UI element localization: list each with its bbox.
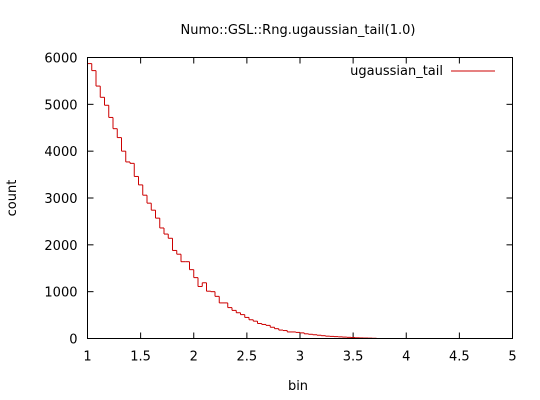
y-tick-label: 6000 [44,52,77,67]
x-tick-label: 3 [296,350,304,365]
x-tick-label: 3.5 [343,350,364,365]
series-ugaussian_tail [87,63,381,339]
ticks-layer: 1 1.5 2 2.5 3 3.5 4 4.5 5 0 1000 2000 3000 4000 5000 60… [44,52,516,365]
chart-title: Numo::GSL::Rng.ugaussian_tail(1.0) [181,23,416,38]
data-layer [87,63,381,339]
legend-label: ugaussian_tail [350,64,443,79]
x-tick-label: 4.5 [449,350,470,365]
x-tick-label: 5 [508,350,516,365]
x-tick-label: 1 [83,350,91,365]
x-axis-label: bin [288,379,308,394]
x-tick-label: 2 [190,350,198,365]
x-tick-label: 1.5 [130,350,151,365]
y-tick-label: 5000 [44,98,77,113]
plot-border [87,57,513,339]
y-tick-label: 1000 [44,286,77,301]
y-tick-label: 2000 [44,239,77,254]
x-tick-label: 2.5 [237,350,258,365]
y-tick-label: 4000 [44,145,77,160]
y-tick-label: 3000 [44,192,77,207]
y-axis-label: count [5,180,20,217]
legend: ugaussian_tail [350,64,495,79]
x-tick-label: 4 [402,350,410,365]
y-tick-label: 0 [69,333,77,348]
